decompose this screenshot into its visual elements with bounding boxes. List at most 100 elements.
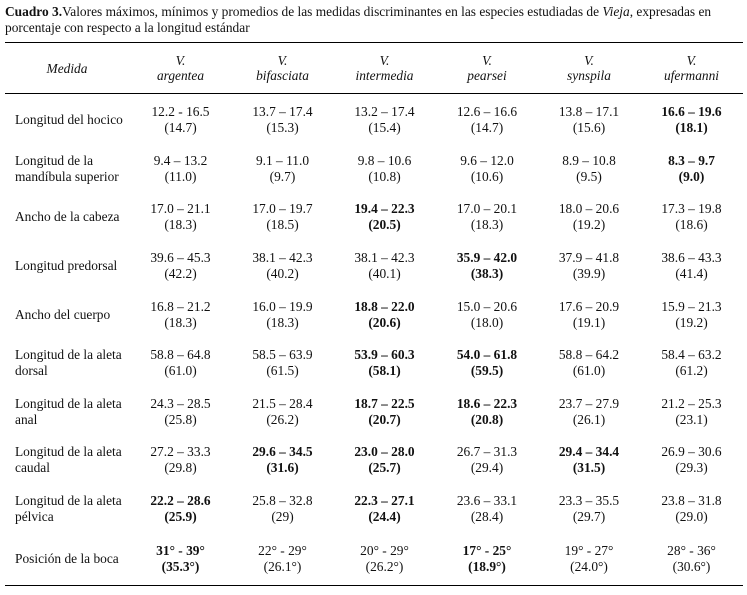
value-range: 27.2 – 33.3 <box>150 444 211 460</box>
value-range: 18.0 – 20.6 <box>558 201 620 217</box>
value-range: 29.4 – 34.4 <box>558 444 620 460</box>
value-mean: (61.0) <box>164 363 197 379</box>
header-species-1: V. bifasciata <box>232 42 333 94</box>
value-range: 18.6 – 22.3 <box>456 395 518 411</box>
value-cell: 37.9 – 41.8 (39.9) <box>538 242 640 291</box>
value-mean: (26.1) <box>572 411 606 427</box>
table-row: Posición de la boca 31° - 39° (35.3°) 22° -… <box>5 533 743 587</box>
caption-genus: Vieja <box>602 4 630 19</box>
measure-name-line: Longitud de la aleta <box>15 444 122 460</box>
value-cell: 15.0 – 20.6 (18.0) <box>436 290 538 339</box>
value-mean: (15.3) <box>266 120 299 136</box>
measure-name-line: Longitud de la aleta <box>15 347 122 363</box>
value-mean: (25.9) <box>164 509 197 525</box>
value-cell: 38.1 – 42.3 (40.2) <box>232 242 333 291</box>
value-cell: 12.6 – 16.6 (14.7) <box>436 94 538 145</box>
value-cell: 12.2 - 16.5 (14.7) <box>129 94 232 145</box>
measure-name-line: Longitud predorsal <box>15 258 118 274</box>
value-cell: 19.4 – 22.3 (20.5) <box>333 193 436 242</box>
table-row: Longitud predorsal 39.6 – 45.3 (42.2) 38.1 … <box>5 242 743 291</box>
value-cell: 19° - 27° (24.0°) <box>538 533 640 587</box>
measure-name-line: Longitud de la aleta <box>15 395 122 411</box>
value-mean: (29.4) <box>470 460 504 476</box>
value-cell: 29.6 – 34.5 (31.6) <box>232 436 333 485</box>
value-mean: (28.4) <box>470 509 504 525</box>
value-range: 23.6 – 33.1 <box>456 493 518 509</box>
measure-name: Longitud del hocico <box>5 94 129 145</box>
measure-name: Longitud de la aleta pélvica <box>5 485 129 534</box>
value-mean: (26.1°) <box>263 559 302 575</box>
value-range: 29.6 – 34.5 <box>252 444 313 460</box>
value-range: 58.4 – 63.2 <box>661 347 722 363</box>
value-mean: (29) <box>271 509 294 525</box>
value-cell: 8.9 – 10.8 (9.5) <box>538 145 640 194</box>
table-body: Longitud del hocico 12.2 - 16.5 (14.7) 13.7… <box>5 94 743 587</box>
value-mean: (26.2) <box>266 411 299 427</box>
value-range: 15.0 – 20.6 <box>456 298 518 314</box>
table-caption: Cuadro 3.Valores máximos, mínimos y prom… <box>5 4 743 36</box>
value-cell: 17.0 – 19.7 (18.5) <box>232 193 333 242</box>
measure-name: Posición de la boca <box>5 533 129 587</box>
measure-name-line: Ancho de la cabeza <box>15 209 120 225</box>
value-cell: 17° - 25° (18.9°) <box>436 533 538 587</box>
value-range: 17° - 25° <box>462 543 512 559</box>
value-cell: 21.5 – 28.4 (26.2) <box>232 388 333 437</box>
measure-name: Longitud de la aleta anal <box>5 388 129 437</box>
value-cell: 22.2 – 28.6 (25.9) <box>129 485 232 534</box>
value-mean: (19.2) <box>675 314 708 330</box>
value-range: 21.5 – 28.4 <box>252 395 313 411</box>
value-range: 58.8 – 64.8 <box>150 347 211 363</box>
value-range: 35.9 – 42.0 <box>456 250 518 266</box>
value-mean: (59.5) <box>470 363 504 379</box>
value-range: 23.7 – 27.9 <box>558 395 620 411</box>
measure-name-line: pélvica <box>15 509 54 525</box>
value-mean: (31.5) <box>572 460 606 476</box>
value-range: 13.8 – 17.1 <box>558 104 620 120</box>
value-mean: (20.5) <box>368 217 401 233</box>
value-cell: 38.6 – 43.3 (41.4) <box>640 242 743 291</box>
species-name: argentea <box>156 68 205 83</box>
value-range: 23.3 – 35.5 <box>558 493 620 509</box>
value-range: 17.0 – 20.1 <box>456 201 518 217</box>
value-cell: 58.8 – 64.8 (61.0) <box>129 339 232 388</box>
value-cell: 17.3 – 19.8 (18.6) <box>640 193 743 242</box>
value-mean: (18.6) <box>675 217 708 233</box>
value-range: 28° - 36° <box>667 543 716 559</box>
value-mean: (18.3) <box>470 217 504 233</box>
value-mean: (26.2°) <box>365 559 404 575</box>
value-cell: 8.3 – 9.7 (9.0) <box>640 145 743 194</box>
value-mean: (39.9) <box>572 266 606 282</box>
value-cell: 9.1 – 11.0 (9.7) <box>232 145 333 194</box>
value-cell: 22° - 29° (26.1°) <box>232 533 333 587</box>
value-cell: 20° - 29° (26.2°) <box>333 533 436 587</box>
value-range: 16.8 – 21.2 <box>150 298 211 314</box>
value-range: 15.9 – 21.3 <box>661 298 722 314</box>
value-range: 24.3 – 28.5 <box>150 395 211 411</box>
value-cell: 18.8 – 22.0 (20.6) <box>333 290 436 339</box>
value-range: 13.2 – 17.4 <box>354 104 415 120</box>
value-range: 38.6 – 43.3 <box>661 250 722 266</box>
species-genus: V. <box>686 53 697 68</box>
table-row: Ancho de la cabeza 17.0 – 21.1 (18.3) 17.0 … <box>5 193 743 242</box>
caption-text-before: Valores máximos, mínimos y promedios de … <box>62 4 603 19</box>
value-mean: (38.3) <box>470 266 504 282</box>
measure-name: Longitud de la aleta dorsal <box>5 339 129 388</box>
value-cell: 35.9 – 42.0 (38.3) <box>436 242 538 291</box>
value-range: 18.7 – 22.5 <box>354 395 415 411</box>
value-mean: (14.7) <box>470 120 504 136</box>
value-range: 9.6 – 12.0 <box>460 152 514 168</box>
value-mean: (23.1) <box>675 411 708 427</box>
value-cell: 16.8 – 21.2 (18.3) <box>129 290 232 339</box>
value-cell: 23.6 – 33.1 (28.4) <box>436 485 538 534</box>
header-measure: Medida <box>5 42 129 94</box>
measure-name: Longitud de la aleta caudal <box>5 436 129 485</box>
value-mean: (40.1) <box>368 266 401 282</box>
value-mean: (29.8) <box>164 460 197 476</box>
header-row: Medida V. argentea V. bifasciata V. intermedi… <box>5 42 743 94</box>
value-mean: (25.8) <box>164 411 197 427</box>
value-range: 58.8 – 64.2 <box>558 347 620 363</box>
measure-name: Ancho del cuerpo <box>5 290 129 339</box>
value-range: 26.7 – 31.3 <box>456 444 518 460</box>
value-cell: 16.6 – 19.6 (18.1) <box>640 94 743 145</box>
measure-name-line: Longitud del hocico <box>15 112 123 128</box>
